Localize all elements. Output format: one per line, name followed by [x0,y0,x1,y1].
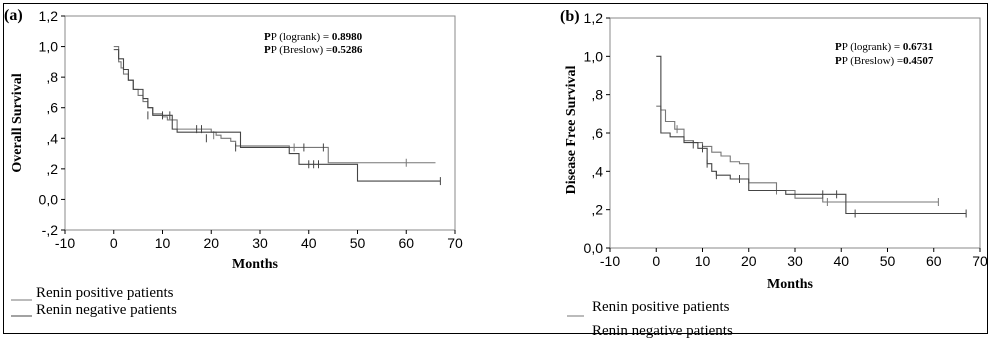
panel-a-positive-curve [113,46,436,164]
panel-a-x-axis-label: Months [232,257,278,272]
panel-a-x-tick-label: 30 [252,235,268,251]
panel-a-x-tick-label: 10 [155,235,171,251]
panel-a-legend: Renin positive patients Renin negative p… [11,285,177,318]
panel-a-x-tick-label: 20 [203,235,219,251]
panel-a-y-tick-label: ,4 [46,130,58,146]
panel-a-plot-border [64,15,456,231]
panel-b-y-tick-label: ,8 [591,87,603,103]
panel-a-y-tick-label: 1,0 [39,39,59,55]
panel-b-x-tick-label: 20 [741,253,757,269]
panel-a-chart: (a) -10 0 10 20 30 40 50 60 70 -,2 0,0 ,2 ,4 ,6 ,8 1,0 1… [4,7,463,318]
panel-b-positive-curve [656,105,939,203]
legend-b-positive-label: Renin positive patients [592,299,730,315]
panel-a-x-tick-label: 70 [447,235,463,251]
panel-b-x-tick-label: 60 [926,253,942,269]
panel-b-x-tick-label: 0 [652,253,660,269]
legend-a-negative-label: Renin negative patients [36,302,177,318]
panel-b-chart: (b) -10 0 10 20 30 40 50 60 700,0,2,4,6,81,01,2 … [560,8,988,338]
panel-b-breslow: PP (Breslow) =0.4507 [835,55,934,67]
panel-a-label: (a) [4,7,23,24]
panel-a-x-tick-label: 60 [398,235,414,251]
panel-b-label: (b) [560,8,580,25]
panel-a-y-tick-label: ,2 [46,161,58,177]
panel-b-x-tick-label: 40 [833,253,849,269]
panel-b-legend: Renin positive patients Renin negative p… [567,299,733,338]
panel-b-x-tick-label: 30 [787,253,803,269]
panel-b-y-tick-label: 1,2 [584,10,604,26]
panel-a-x-tick-label: 40 [301,235,317,251]
panel-a-x-tick-label: -10 [55,235,75,251]
panel-b-x-tick-label: 10 [695,253,711,269]
figure-frame [3,3,988,334]
panel-a-logrank: PP (logrank) = 0.8980 [264,31,363,43]
panel-a-y-tick-label: 0,0 [39,191,59,207]
panel-a-y-tick-label: ,8 [46,69,58,85]
panel-a-stats: PP (logrank) = 0.8980 PP (Breslow) =0.52… [264,31,363,56]
panel-b-negative-curve [656,55,967,215]
panel-a-y-axis-label: Overall Survival [10,73,25,172]
panel-a-y-tick-label: -,2 [42,222,59,238]
panel-b-logrank: PP (logrank) = 0.6731 [835,41,933,53]
panel-a-y-tick-label: ,6 [46,100,58,116]
legend-b-negative-label: Renin negative patients [592,323,733,338]
panel-b-y-tick-label: ,4 [591,163,603,179]
panel-b-y-tick-label: 0,0 [584,240,604,256]
panel-b-y-tick-label: ,6 [591,125,603,141]
panel-a-y-tick-label: 1,2 [39,8,59,24]
legend-a-positive-label: Renin positive patients [36,285,174,301]
panel-b-x-axis-label: Months [767,277,813,292]
panel-b-x-tick-label: -10 [600,253,620,269]
panel-b-y-axis-label: Disease Free Survival [564,65,579,194]
panel-a-x-tick-label: 0 [110,235,118,251]
panel-b-x-tick-label: 70 [972,253,988,269]
panel-a-breslow: PP (Breslow) =0.5286 [264,44,363,56]
panel-b-y-tick-label: 1,0 [584,48,604,64]
panel-a-x-tick-label: 50 [350,235,366,251]
panel-b-x-tick-label: 50 [880,253,896,269]
panel-b-y-tick-label: ,2 [591,202,603,218]
panel-b-stats: PP (logrank) = 0.6731 PP (Breslow) =0.45… [835,41,934,67]
